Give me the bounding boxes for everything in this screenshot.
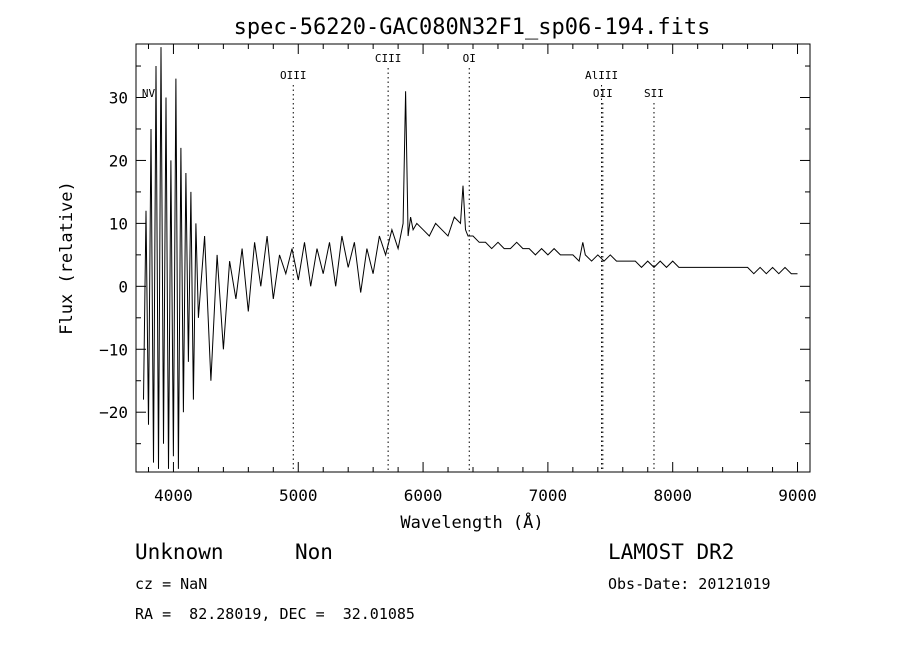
spectral-line-label: OII (593, 87, 613, 100)
chart-title: spec-56220-GAC080N32F1_sp06-194.fits (234, 15, 711, 40)
spectral-line-label: OIII (280, 69, 307, 82)
y-tick-label: 0 (118, 277, 128, 296)
spectral-line-label: SII (644, 87, 664, 100)
spectral-line-label: OI (463, 52, 476, 65)
ra-dec-coords: RA = 82.28019, DEC = 32.01085 (135, 605, 415, 623)
x-tick-label: 8000 (653, 486, 692, 505)
x-tick-label: 4000 (154, 486, 193, 505)
object-subclass: Non (295, 540, 333, 564)
spectrum-line (143, 47, 798, 469)
y-axis: −20 −10 0 10 20 30 (99, 65, 810, 445)
x-tick-label: 5000 (279, 486, 318, 505)
y-tick-label: 30 (109, 89, 128, 108)
y-tick-label: −20 (99, 403, 128, 422)
object-class: Unknown (135, 540, 224, 564)
x-tick-label: 6000 (404, 486, 443, 505)
obs-date: Obs-Date: 20121019 (608, 575, 771, 593)
plot-frame (135, 43, 811, 473)
y-tick-label: −10 (99, 340, 128, 359)
x-axis-label: Wavelength (Å) (400, 511, 543, 533)
spectral-line-label: NV (142, 87, 156, 100)
y-tick-label: 10 (109, 214, 128, 233)
survey-name: LAMOST DR2 (608, 540, 735, 564)
x-tick-label: 7000 (529, 486, 568, 505)
spectral-line-label: AlIII (585, 69, 618, 82)
redshift-cz: cz = NaN (135, 575, 208, 593)
y-tick-label: 20 (109, 151, 128, 170)
spectral-line-label: CIII (375, 52, 402, 65)
x-axis: 4000 5000 6000 7000 8000 9000 (147, 44, 817, 505)
spectral-line-markers: NV OIII CIII OI AlIII OII SII (142, 52, 664, 472)
x-tick-label: 9000 (778, 486, 817, 505)
y-axis-label: Flux (relative) (57, 181, 77, 335)
